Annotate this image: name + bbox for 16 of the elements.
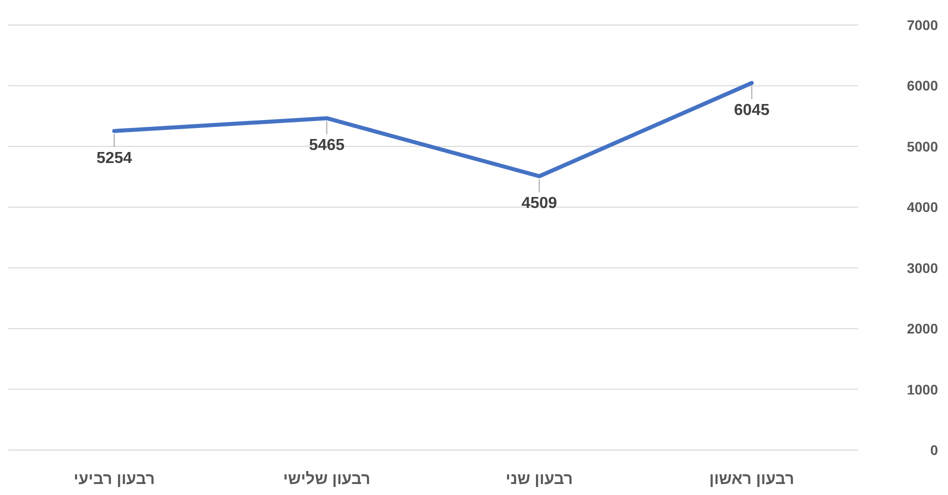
x-tick-label: רבעון שלישי [283, 470, 370, 488]
y-tick-label: 3000 [906, 260, 938, 276]
y-tick-label: 0 [930, 442, 938, 458]
x-tick-label: רבעון רביעי [74, 471, 155, 488]
y-tick-label: 7000 [906, 17, 938, 33]
data-label: 4509 [521, 195, 558, 212]
data-label: 5254 [96, 150, 132, 168]
y-tick-label: 5000 [906, 138, 938, 154]
data-label: 6045 [734, 102, 770, 119]
y-tick-label: 4000 [906, 199, 938, 216]
x-tick-label: רבעון שני [506, 471, 573, 488]
y-tick-label: 6000 [906, 78, 938, 94]
x-tick-label: רבעון ראשון [709, 471, 794, 488]
y-tick-label: 2000 [906, 320, 938, 337]
y-tick-label: 1000 [906, 381, 938, 398]
data-label: 5465 [308, 137, 345, 154]
